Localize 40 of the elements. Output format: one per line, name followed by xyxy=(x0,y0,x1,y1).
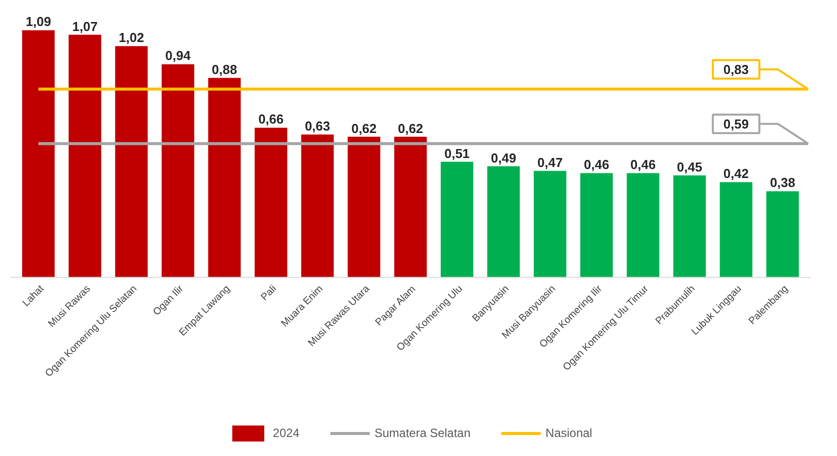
bar xyxy=(254,128,288,278)
bar xyxy=(394,136,427,278)
data-label: 1,09 xyxy=(26,14,52,30)
data-label: 0,62 xyxy=(351,120,377,136)
data-label: 0,38 xyxy=(770,175,796,190)
data-label: 0,45 xyxy=(676,159,702,174)
data-label: 0,47 xyxy=(537,154,563,170)
bar xyxy=(487,166,520,278)
bar xyxy=(534,170,566,278)
bar xyxy=(115,46,148,278)
data-label: 0,46 xyxy=(630,157,656,172)
annotation: 0,59 xyxy=(723,116,749,132)
bar xyxy=(626,173,660,278)
bar xyxy=(348,136,380,278)
bar xyxy=(580,173,613,278)
annotation: 0,83 xyxy=(723,62,749,77)
bar xyxy=(673,175,706,278)
bar xyxy=(208,78,241,278)
legend-label: Nasional xyxy=(546,426,592,440)
data-label: 0,62 xyxy=(398,120,424,136)
data-label: 1,02 xyxy=(118,30,144,46)
data-label: 0,94 xyxy=(165,48,192,64)
data-label: 0,66 xyxy=(258,112,284,127)
bar xyxy=(68,34,102,278)
data-label: 0,49 xyxy=(490,150,516,166)
data-label: 0,46 xyxy=(584,157,610,172)
data-label: 1,07 xyxy=(72,18,98,34)
data-label: 0,88 xyxy=(212,62,238,77)
bar xyxy=(22,30,55,278)
x-tick-label: Pali xyxy=(259,284,279,304)
bar xyxy=(440,162,474,278)
data-label: 0,42 xyxy=(723,166,749,182)
data-label: 0,51 xyxy=(444,146,470,161)
bar xyxy=(766,191,799,278)
legend-label: Sumatera Selatan xyxy=(374,426,471,440)
bar xyxy=(301,134,334,278)
bar xyxy=(720,182,752,278)
data-label: 0,63 xyxy=(304,118,330,134)
legend-label: 2024 xyxy=(272,426,300,440)
bar xyxy=(162,64,194,278)
